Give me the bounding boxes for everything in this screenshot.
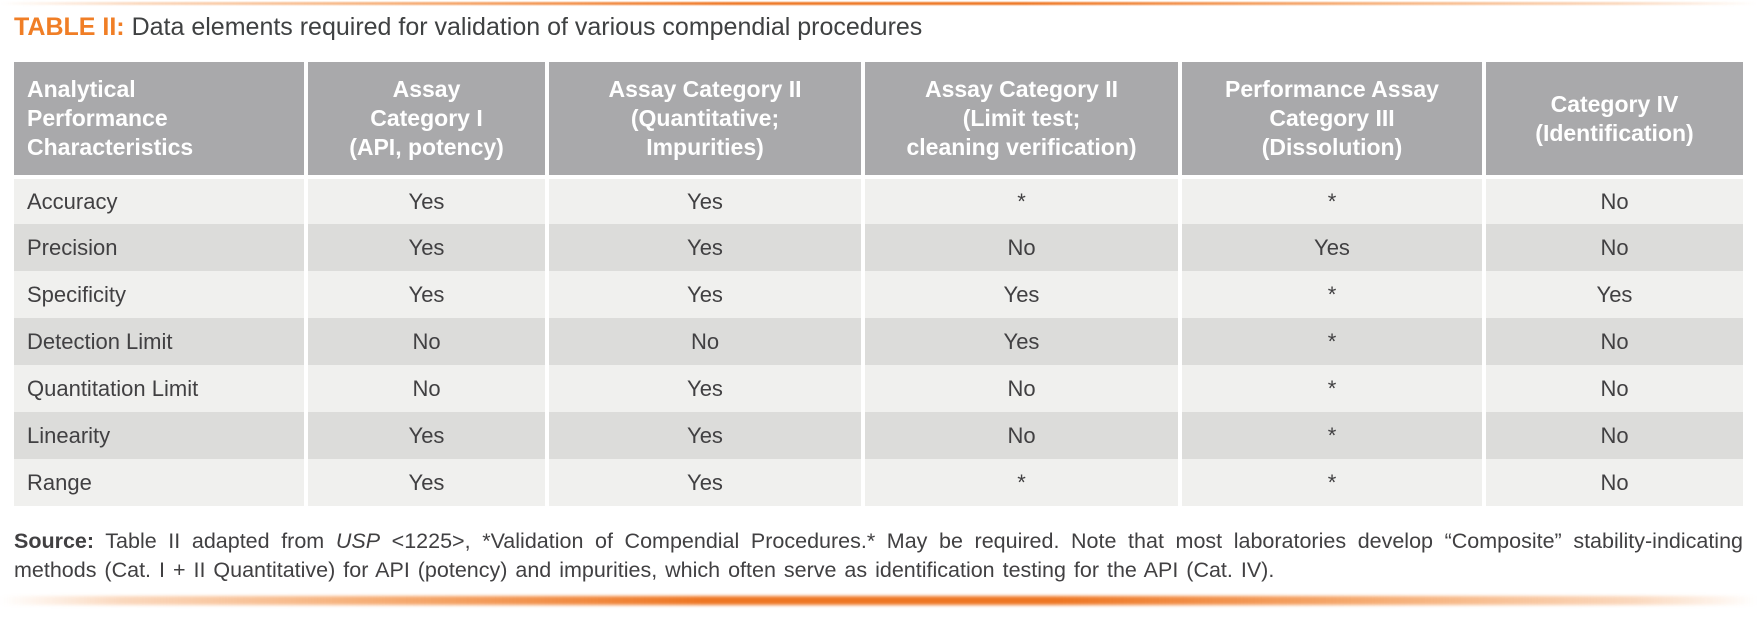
bottom-divider [0,596,1757,605]
cell-value: No [863,365,1182,412]
cell-value: Yes [863,271,1182,318]
table-row-quantitation-limit: Quantitation Limit No Yes No * No [14,365,1743,412]
table-header-row: Analytical Performance Characteristics A… [14,62,1743,179]
row-label: Precision [14,224,308,271]
cell-value: No [1484,177,1743,224]
table-row-detection-limit: Detection Limit No No Yes * No [14,318,1743,365]
cell-value: Yes [1180,224,1486,271]
cell-value: No [306,365,549,412]
header-analytical-performance-characteristics: Analytical Performance Characteristics [14,62,308,179]
row-label: Detection Limit [14,318,308,365]
table-title-text: Data elements required for validation of… [131,13,923,41]
source-text-post: <1225>, *Validation of Compendial Proced… [14,529,1744,582]
cell-value: Yes [306,224,549,271]
cell-value: Yes [547,224,865,271]
cell-value: No [863,224,1182,271]
cell-value: No [306,318,549,365]
cell-value: No [1484,318,1743,365]
cell-value: * [1180,412,1486,459]
cell-value: * [1180,318,1486,365]
cell-value: No [863,412,1182,459]
source-label: Source: [14,529,95,553]
cell-value: Yes [306,177,549,224]
cell-value: Yes [306,412,549,459]
row-label: Range [14,459,308,506]
cell-value: * [863,177,1182,224]
header-category-4: Category IV (Identification) [1484,62,1743,179]
table-title-label: TABLE II: [14,13,125,41]
cell-value: No [547,318,865,365]
cell-value: Yes [547,365,865,412]
table-row-linearity: Linearity Yes Yes No * No [14,412,1743,459]
top-divider [0,2,1757,5]
source-note: Source: Table II adapted from USP <1225>… [14,527,1743,584]
validation-table: Analytical Performance Characteristics A… [14,62,1743,506]
row-label: Accuracy [14,177,308,224]
cell-value: Yes [547,177,865,224]
table-row-precision: Precision Yes Yes No Yes No [14,224,1743,271]
cell-value: No [1484,459,1743,506]
table-title: TABLE II: Data elements required for val… [14,13,922,42]
header-assay-category-2-quantitative: Assay Category II (Quantitative; Impurit… [547,62,865,179]
header-performance-assay-category-3: Performance Assay Category III (Dissolut… [1180,62,1486,179]
row-label: Linearity [14,412,308,459]
cell-value: Yes [1484,271,1743,318]
source-text-pre: Table II adapted from [105,529,325,553]
header-assay-category-1: Assay Category I (API, potency) [306,62,549,179]
table-row-accuracy: Accuracy Yes Yes * * No [14,177,1743,224]
cell-value: No [1484,412,1743,459]
source-usp-italic: USP [335,529,381,553]
cell-value: Yes [547,412,865,459]
cell-value: Yes [863,318,1182,365]
row-label: Specificity [14,271,308,318]
cell-value: Yes [547,459,865,506]
cell-value: * [1180,459,1486,506]
cell-value: No [1484,224,1743,271]
cell-value: * [1180,271,1486,318]
cell-value: Yes [306,459,549,506]
cell-value: No [1484,365,1743,412]
cell-value: Yes [306,271,549,318]
cell-value: Yes [547,271,865,318]
table-row-specificity: Specificity Yes Yes Yes * Yes [14,271,1743,318]
table-row-range: Range Yes Yes * * No [14,459,1743,506]
cell-value: * [863,459,1182,506]
header-assay-category-2-limit-test: Assay Category II (Limit test; cleaning … [863,62,1182,179]
cell-value: * [1180,177,1486,224]
row-label: Quantitation Limit [14,365,308,412]
cell-value: * [1180,365,1486,412]
